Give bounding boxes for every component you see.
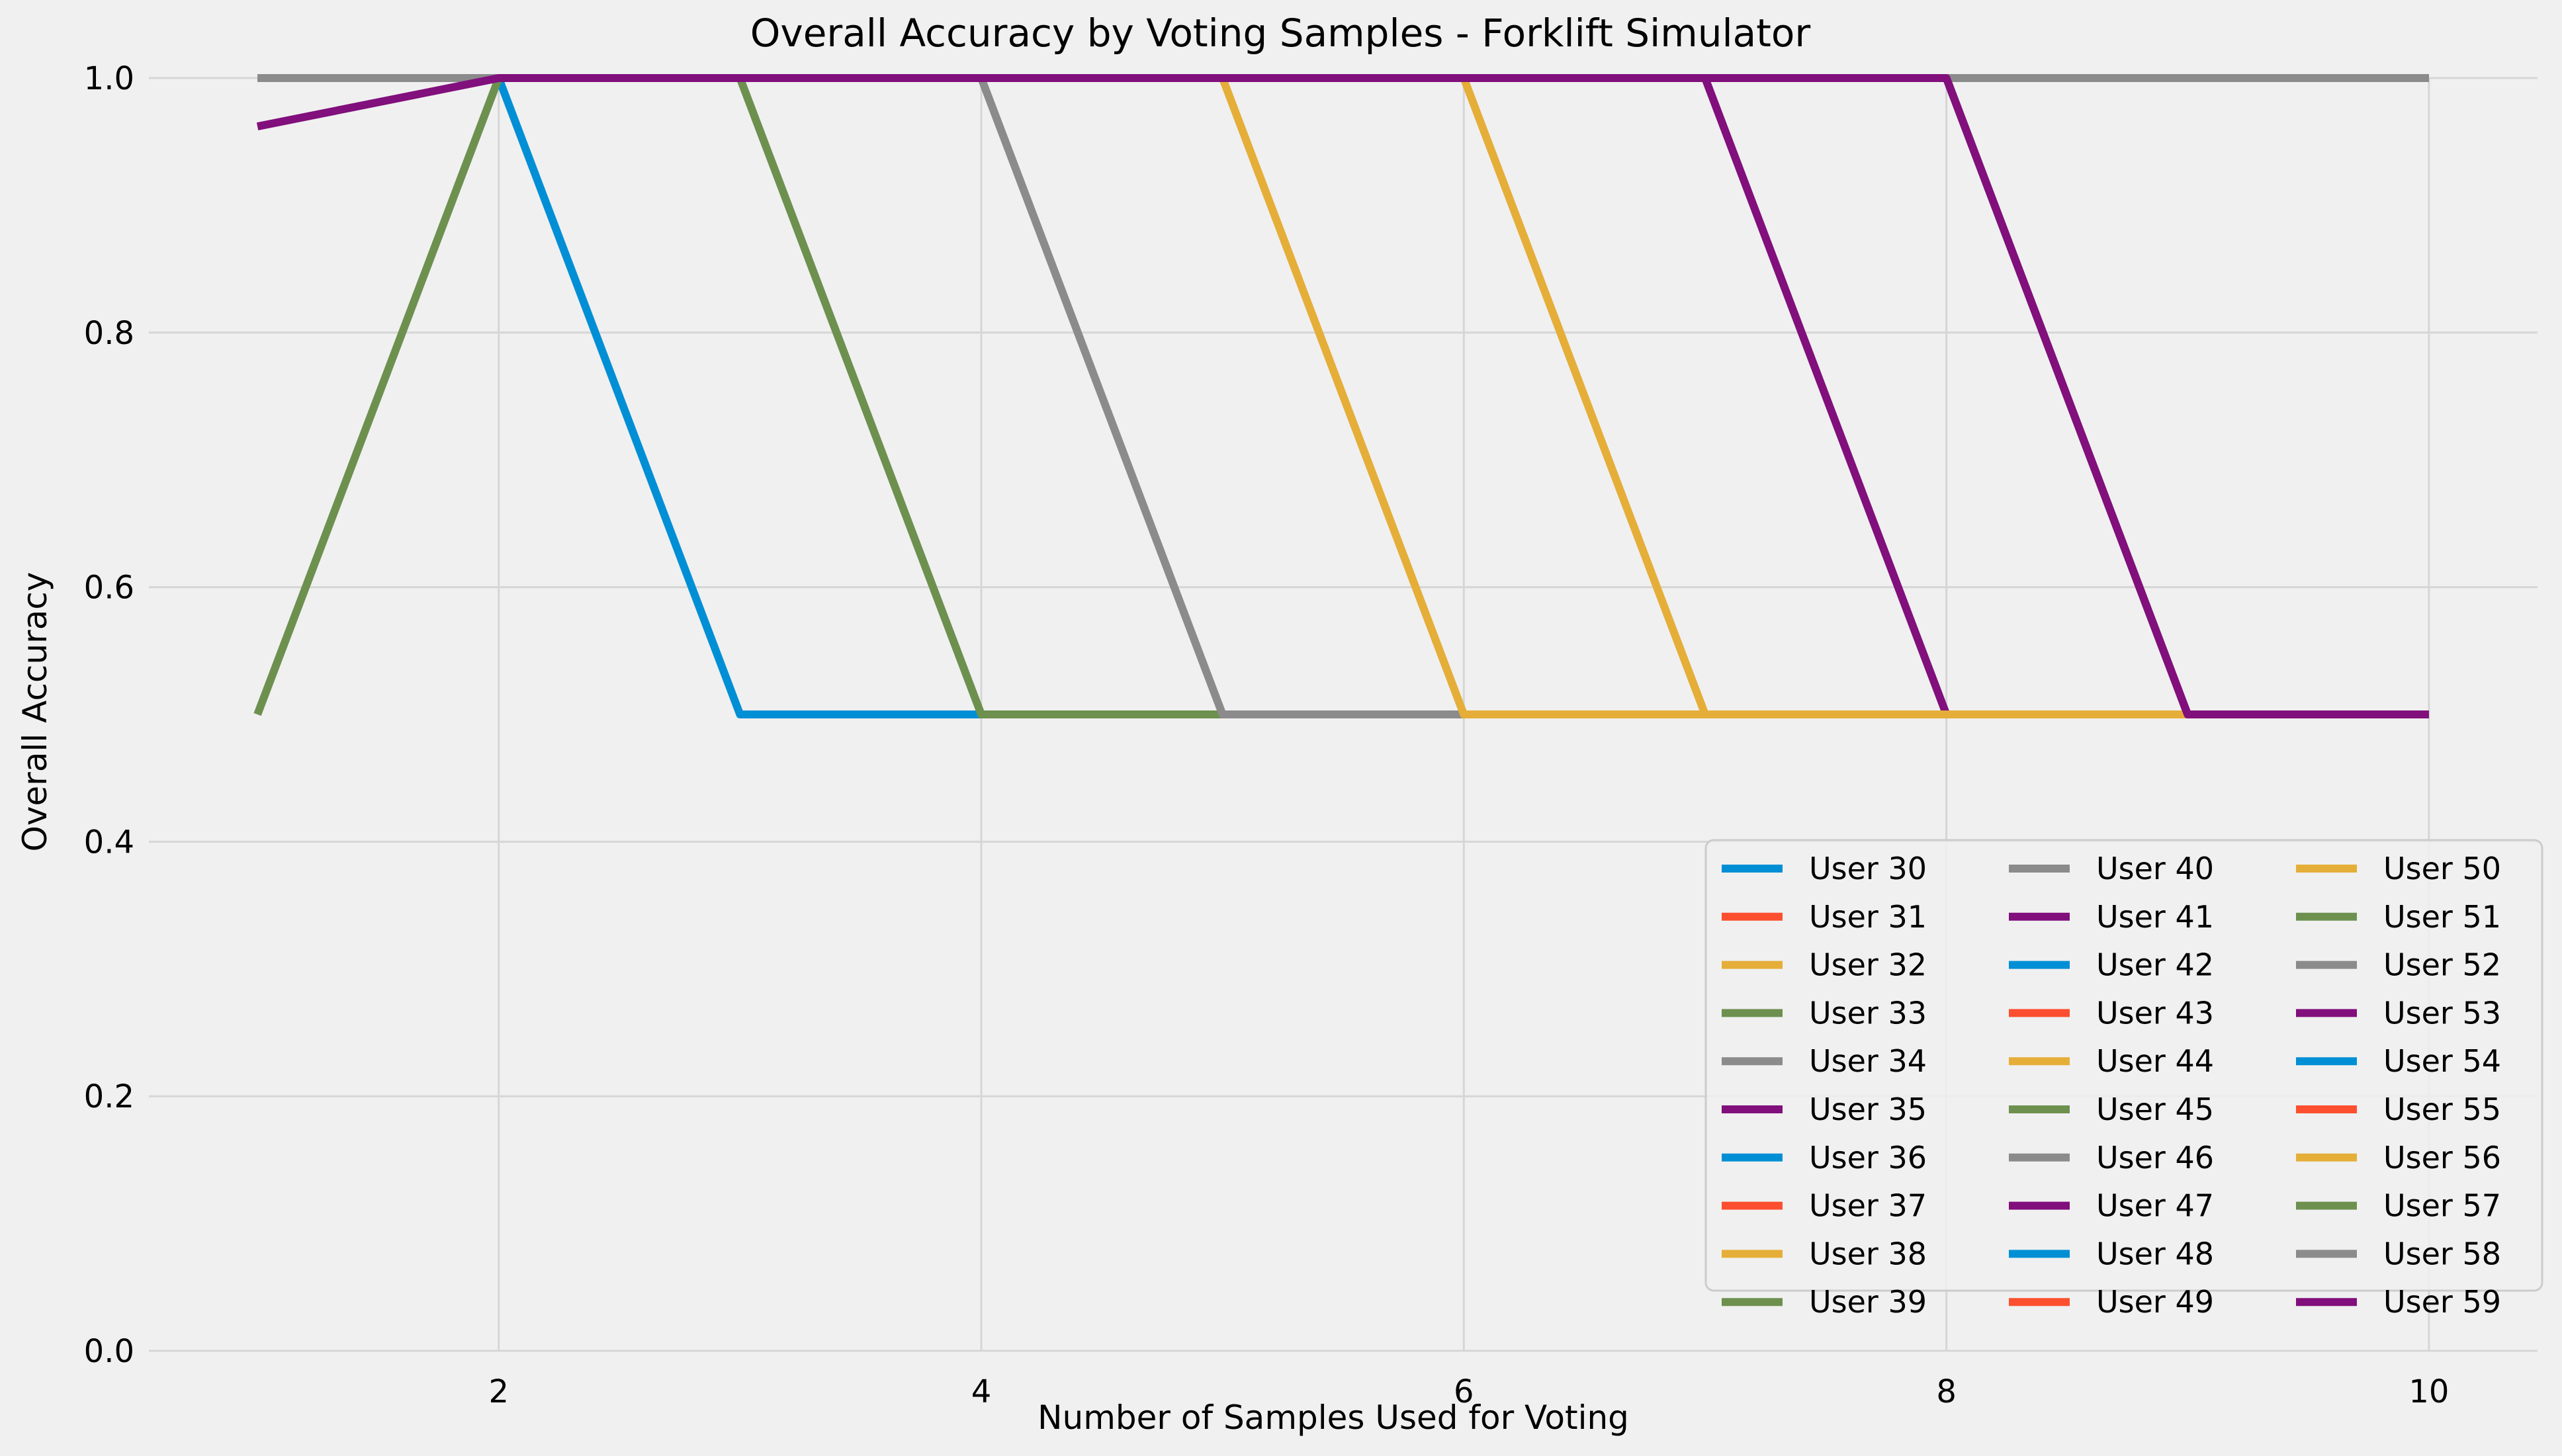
legend-item-user-50: User 50	[2296, 851, 2501, 886]
legend-label: User 31	[1809, 899, 1927, 935]
legend-label: User 39	[1809, 1284, 1927, 1320]
legend-item-user-49: User 49	[2009, 1284, 2214, 1320]
legend-label: User 36	[1809, 1140, 1927, 1176]
x-tick-label: 4	[971, 1373, 992, 1410]
series-line-user-59	[256, 74, 2429, 718]
legend-item-user-59: User 59	[2296, 1284, 2501, 1320]
legend-item-user-42: User 42	[2009, 947, 2214, 983]
legend-label: User 37	[1809, 1188, 1927, 1224]
legend-item-user-37: User 37	[1722, 1188, 1927, 1224]
legend-item-user-46: User 46	[2009, 1140, 2214, 1176]
legend-label: User 41	[2096, 899, 2214, 935]
legend-label: User 34	[1809, 1043, 1927, 1079]
legend-item-user-44: User 44	[2009, 1043, 2214, 1079]
series-lines	[253, 74, 2429, 718]
legend-label: User 43	[2096, 995, 2214, 1031]
legend-label: User 58	[2383, 1236, 2501, 1271]
y-tick-label: 0.2	[84, 1078, 134, 1115]
legend-item-user-35: User 35	[1722, 1092, 1927, 1127]
legend-label: User 44	[2096, 1043, 2214, 1079]
legend-item-user-34: User 34	[1722, 1043, 1927, 1079]
legend-label: User 50	[2383, 851, 2501, 886]
legend-label: User 49	[2096, 1284, 2214, 1320]
legend-label: User 40	[2096, 851, 2214, 886]
legend-item-user-47: User 47	[2009, 1188, 2214, 1224]
legend-item-user-30: User 30	[1722, 851, 1927, 886]
legend-label: User 38	[1809, 1236, 1927, 1271]
y-tick-label: 0.8	[84, 315, 134, 352]
legend-label: User 57	[2383, 1188, 2501, 1224]
x-tick-label: 2	[488, 1373, 509, 1410]
legend-item-user-55: User 55	[2296, 1092, 2501, 1127]
legend-item-user-32: User 32	[1722, 947, 1927, 983]
legend-item-user-48: User 48	[2009, 1236, 2214, 1271]
legend-label: User 54	[2383, 1043, 2501, 1079]
legend-item-user-31: User 31	[1722, 899, 1927, 935]
legend-item-user-58: User 58	[2296, 1236, 2501, 1271]
legend-item-user-52: User 52	[2296, 947, 2501, 983]
legend-item-user-51: User 51	[2296, 899, 2501, 935]
legend-label: User 55	[2383, 1092, 2501, 1127]
y-tick-label: 0.4	[84, 824, 134, 861]
legend-label: User 59	[2383, 1284, 2501, 1320]
legend-item-user-41: User 41	[2009, 899, 2214, 935]
legend-items: User 30 User 31 User 32 User 33 User 34 User …	[1722, 851, 2501, 1320]
legend-frame	[1704, 839, 2543, 1292]
legend-label: User 32	[1809, 947, 1927, 983]
legend-label: User 53	[2383, 995, 2501, 1031]
legend-label: User 51	[2383, 899, 2501, 935]
x-axis-label: Number of Samples Used for Voting	[1038, 1398, 1629, 1437]
legend-label: User 33	[1809, 995, 1927, 1031]
x-tick-label: 6	[1454, 1373, 1474, 1410]
legend-label: User 52	[2383, 947, 2501, 983]
legend-label: User 48	[2096, 1236, 2214, 1271]
legend-item-user-43: User 43	[2009, 995, 2214, 1031]
legend-item-user-40: User 40	[2009, 851, 2214, 886]
legend-label: User 42	[2096, 947, 2214, 983]
legend-label: User 35	[1809, 1092, 1927, 1127]
legend-label: User 30	[1809, 851, 1927, 886]
legend-item-user-45: User 45	[2009, 1092, 2214, 1127]
legend-label: User 45	[2096, 1092, 2214, 1127]
legend-label: User 47	[2096, 1188, 2214, 1224]
legend-item-user-33: User 33	[1722, 995, 1927, 1031]
legend-item-user-57: User 57	[2296, 1188, 2501, 1224]
legend-item-user-53: User 53	[2296, 995, 2501, 1031]
legend-item-user-54: User 54	[2296, 1043, 2501, 1079]
chart-title: Overall Accuracy by Voting Samples - For…	[750, 11, 1811, 56]
y-tick-label: 0.6	[84, 570, 134, 607]
x-tick-label: 8	[1936, 1373, 1957, 1410]
x-tick-label: 10	[2408, 1373, 2449, 1410]
y-axis-label: Overall Accuracy	[16, 572, 54, 852]
legend-item-user-39: User 39	[1722, 1284, 1927, 1320]
tick-labels: 2 4 6 8 10 0.0 0.2 0.4 0.6 0.8 1.0	[84, 60, 2450, 1410]
legend-label: User 56	[2383, 1140, 2501, 1176]
y-tick-label: 1.0	[84, 60, 134, 97]
y-tick-label: 0.0	[84, 1333, 134, 1370]
legend-item-user-56: User 56	[2296, 1140, 2501, 1176]
legend-label: User 46	[2096, 1140, 2214, 1176]
legend: User 30 User 31 User 32 User 33 User 34 User …	[1704, 839, 2543, 1320]
legend-item-user-38: User 38	[1722, 1236, 1927, 1271]
legend-item-user-36: User 36	[1722, 1140, 1927, 1176]
